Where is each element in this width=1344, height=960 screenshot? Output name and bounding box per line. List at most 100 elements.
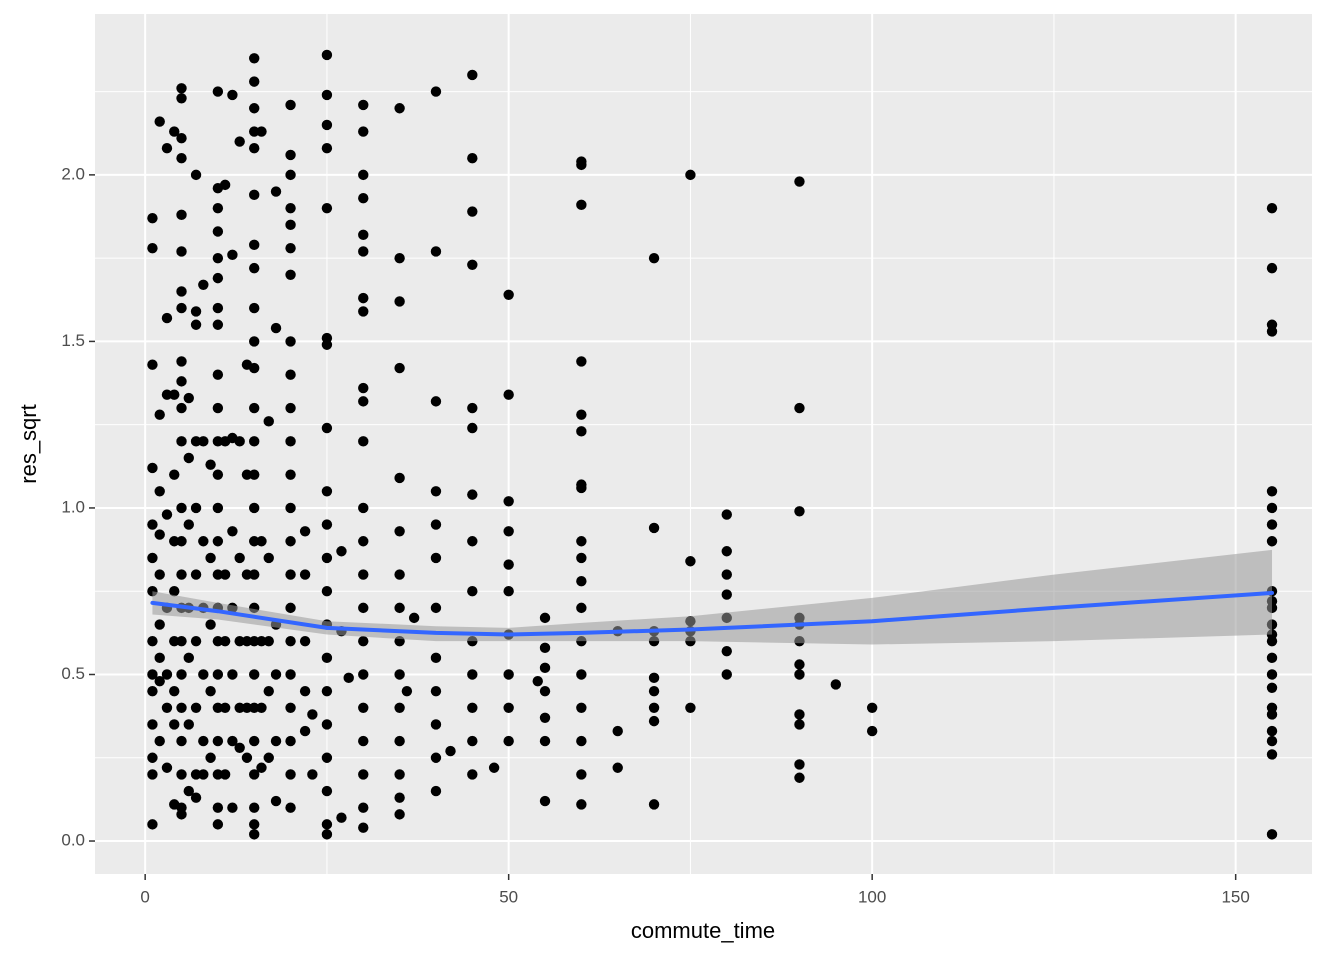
point [212, 635, 224, 647]
point [249, 103, 260, 114]
point [154, 619, 165, 630]
point [612, 762, 623, 773]
point [154, 116, 165, 127]
point [321, 49, 333, 61]
x-tick-label: 100 [858, 887, 886, 906]
point [285, 242, 296, 254]
point [249, 402, 260, 414]
confidence-band-layer [152, 549, 1273, 645]
point [285, 602, 296, 614]
point [721, 645, 732, 657]
point [358, 769, 369, 780]
y-tick-label: 1.5 [61, 331, 85, 350]
point [721, 569, 732, 580]
point [576, 356, 587, 367]
point [358, 822, 369, 833]
point [212, 302, 224, 314]
point [358, 569, 369, 580]
point [249, 802, 260, 813]
point [307, 769, 318, 780]
point [794, 659, 805, 670]
panel-background [95, 14, 1312, 874]
point [394, 296, 405, 307]
point [190, 569, 202, 580]
point [249, 769, 260, 780]
point [503, 735, 514, 747]
point [358, 669, 369, 680]
point [212, 802, 224, 813]
point [321, 422, 333, 434]
point [321, 339, 333, 350]
point [212, 319, 224, 330]
x-axis-title: commute_time [631, 918, 775, 943]
point [321, 785, 333, 797]
point [249, 302, 260, 314]
point [612, 725, 623, 737]
point [147, 719, 158, 730]
y-tick-label: 1.0 [61, 497, 85, 516]
points-layer [147, 49, 1278, 840]
point [830, 679, 842, 690]
point [539, 685, 551, 697]
point [161, 143, 173, 154]
point [430, 752, 442, 763]
point [721, 509, 732, 520]
point [394, 769, 405, 780]
point [648, 522, 660, 534]
point [1266, 202, 1278, 214]
point [358, 735, 369, 747]
point [430, 486, 442, 497]
point [154, 486, 165, 497]
point [249, 336, 260, 347]
point [648, 672, 660, 684]
point [176, 83, 187, 94]
point [358, 292, 369, 304]
point [1266, 735, 1278, 747]
point [205, 459, 216, 470]
point [154, 652, 165, 664]
point [358, 436, 369, 447]
point [1266, 709, 1278, 720]
point [285, 169, 296, 181]
point [147, 819, 158, 830]
point [249, 189, 260, 201]
point [358, 229, 369, 241]
point [154, 735, 165, 747]
point [576, 552, 587, 564]
point [430, 519, 442, 530]
point [430, 602, 442, 614]
point [234, 552, 245, 564]
point [285, 669, 296, 680]
point [358, 382, 369, 394]
point [147, 685, 158, 697]
point [394, 792, 405, 803]
point [648, 252, 660, 264]
point [1266, 682, 1278, 694]
point [190, 306, 202, 317]
y-tick-label: 0.0 [61, 831, 85, 850]
point [190, 635, 202, 647]
point [249, 262, 260, 274]
point [467, 702, 478, 713]
point [358, 169, 369, 181]
point [285, 769, 296, 780]
point [394, 809, 405, 820]
point [285, 569, 296, 580]
point [270, 735, 282, 747]
point [285, 702, 296, 713]
point [285, 336, 296, 347]
point [147, 519, 158, 530]
point [1266, 829, 1278, 840]
point [1266, 326, 1278, 337]
point [176, 769, 187, 780]
point [1266, 536, 1278, 547]
point [866, 725, 878, 737]
point [256, 536, 267, 547]
point [343, 672, 354, 684]
point [445, 745, 456, 757]
point [227, 249, 238, 261]
point [467, 669, 478, 680]
point [576, 482, 587, 494]
point [249, 819, 260, 830]
